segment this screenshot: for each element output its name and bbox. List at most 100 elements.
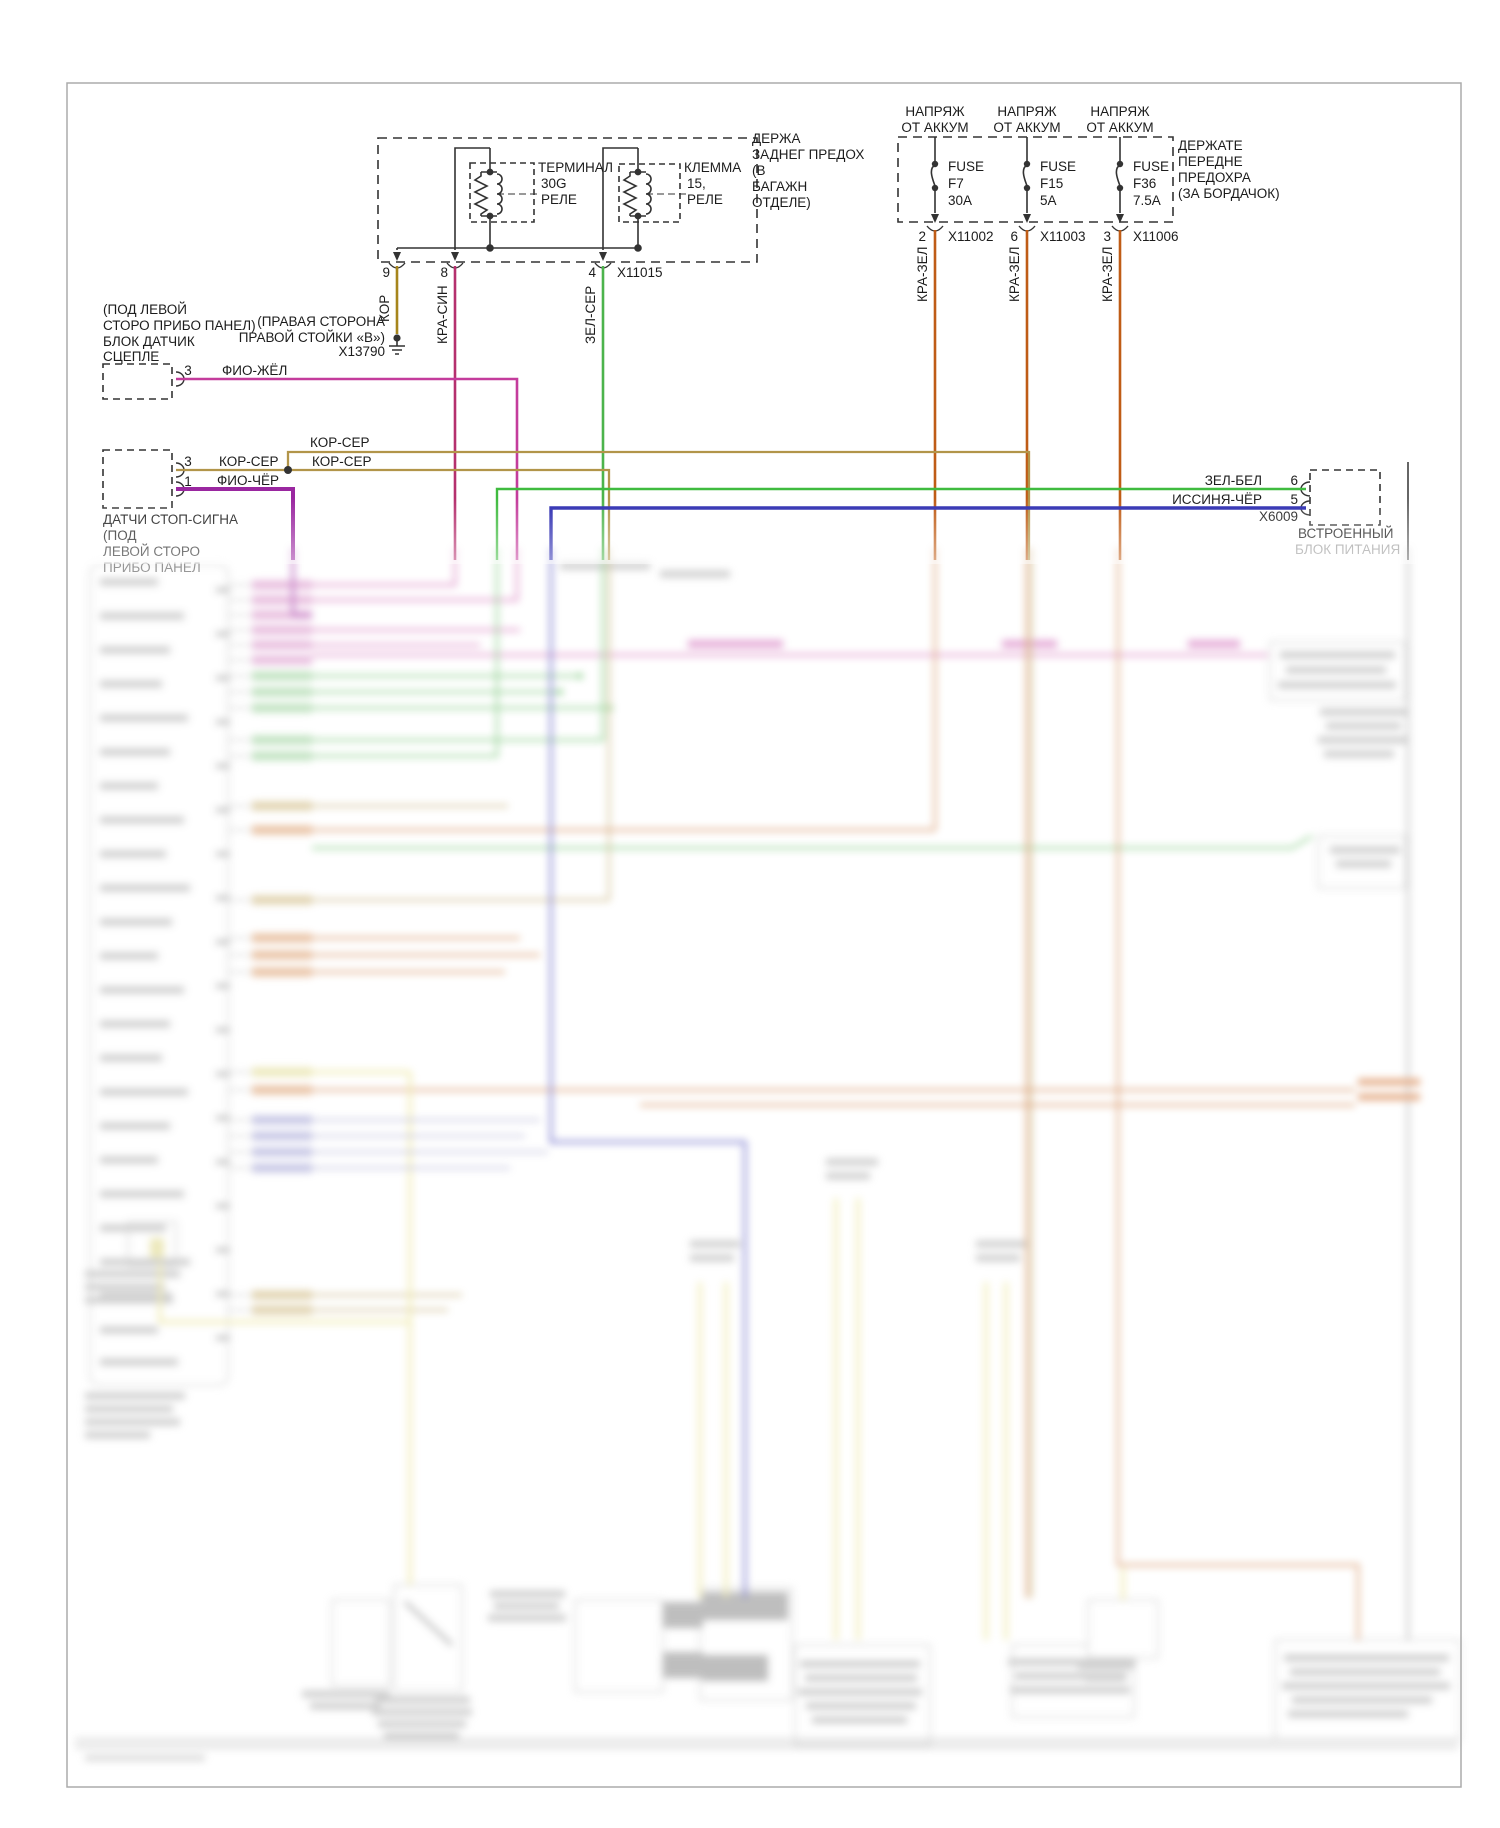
blur-chips [252, 580, 312, 1315]
svg-text:(ПОД: (ПОД [103, 528, 137, 543]
svg-text:БЛОК ДАТЧИК: БЛОК ДАТЧИК [103, 334, 195, 349]
svg-text:НАПРЯЖ: НАПРЯЖ [997, 104, 1057, 119]
power-pin-5: 5 [1290, 492, 1298, 507]
wire-label-kra-sin: КРА-СИН [435, 285, 450, 344]
clutch-sensor-block: (ПОД ЛЕВОЙ СТОРО ПРИБО ПАНЕЛ) БЛОК ДАТЧИ… [102, 302, 287, 400]
wire-label-fio-zhel: ФИО-ЖЁЛ [222, 363, 287, 378]
pin-4: 4 [588, 265, 596, 280]
clutch-pin-3: 3 [184, 363, 192, 378]
wires-kra-zel [933, 230, 1122, 560]
wire-label-kor-ser-2: КОР-СЕР [312, 454, 371, 469]
relay-assembly [377, 137, 758, 269]
stop-pin-3: 3 [184, 454, 192, 469]
ground-symbol [389, 338, 405, 355]
relay1-dashed-box [469, 162, 535, 223]
connector-x11015: X11015 [617, 265, 663, 280]
blur-dark-connectors [150, 1238, 788, 1681]
rear-holder-label: ДЕРЖА [752, 131, 800, 146]
fuse-arrow [931, 214, 939, 223]
svg-text:ОТ АККУМ: ОТ АККУМ [1086, 120, 1153, 135]
connector-x11003: X11003 [1040, 229, 1086, 244]
svg-text:F36: F36 [1133, 176, 1156, 191]
relay-assembly-dashed-box [377, 137, 758, 263]
svg-text:СЦЕПЛЕ: СЦЕПЛЕ [103, 349, 159, 364]
svg-text:15,: 15, [687, 176, 706, 191]
relay1-resistor [473, 172, 489, 216]
rotated-wire-labels: КРА-СИН ЗЕЛ-СЕР КРА-ЗЕЛ КРА-ЗЕЛ КРА-ЗЕЛ [435, 247, 1115, 344]
kor-ser-junction-dot [284, 466, 292, 474]
fuse-panel-dashed-box [897, 136, 1174, 223]
blur-lines-gray [75, 548, 1458, 1749]
wire-label-kor-ser-1: КОР-СЕР [219, 454, 278, 469]
ground-id: X13790 [338, 344, 385, 359]
relay2-dashed-box [618, 163, 681, 223]
relay2-label: КЛЕММА [684, 160, 741, 175]
fuse-panel: НАПРЯЖ ОТ АККУМ НАПРЯЖ ОТ АККУМ НАПРЯЖ О… [897, 104, 1280, 244]
clutch-sensor-dashed-box [102, 363, 173, 400]
wires [176, 230, 1409, 560]
svg-text:30G: 30G [541, 176, 567, 191]
fuse-f15: FUSE [1040, 159, 1076, 174]
power-module-dashed-box [1309, 469, 1381, 526]
svg-text:БЛОК ПИТАНИЯ: БЛОК ПИТАНИЯ [1295, 542, 1400, 557]
svg-text:(ЗА БОРДАЧОК): (ЗА БОРДАЧОК) [1178, 186, 1280, 201]
relay2-resistor [622, 172, 638, 216]
fuse-f36: FUSE [1133, 159, 1169, 174]
svg-text:ПЕРЕДНЕ: ПЕРЕДНЕ [1178, 154, 1243, 169]
blur-colored-label-bars [688, 640, 1420, 1101]
svg-text:3: 3 [1103, 229, 1111, 244]
relay-pin-arrows [393, 252, 607, 261]
wire-label-kra-zel-1: КРА-ЗЕЛ [915, 247, 930, 302]
power-module-label: ВСТРОЕННЫЙ [1298, 526, 1393, 541]
connector-x6009: X6009 [1259, 509, 1298, 524]
svg-text:ПРИБО ПАНЕЛ: ПРИБО ПАНЕЛ [103, 560, 201, 575]
stop-pin-1: 1 [184, 474, 192, 489]
relay-pin-sockets [388, 262, 612, 269]
connector-x11006: X11006 [1133, 229, 1179, 244]
pin-8: 8 [440, 265, 448, 280]
svg-text:ОТ АККУМ: ОТ АККУМ [901, 120, 968, 135]
svg-text:7.5A: 7.5A [1133, 193, 1161, 208]
clutch-sensor-label: (ПОД ЛЕВОЙ [103, 302, 187, 317]
svg-text:6: 6 [1010, 229, 1018, 244]
relay-assembly-texts: ТЕРМИНАЛ 30G РЕЛЕ КЛЕММА 15, РЕЛЕ ДЕРЖА … [382, 131, 864, 280]
supply-label: НАПРЯЖ [905, 104, 965, 119]
wire-label-kra-zel-2: КРА-ЗЕЛ [1007, 247, 1022, 302]
svg-text:5A: 5A [1040, 193, 1057, 208]
svg-text:ЛЕВОЙ СТОРО: ЛЕВОЙ СТОРО [103, 544, 200, 559]
page-border [66, 82, 1462, 1788]
ground-point-x13790: (ПРАВАЯ СТОРОНА ПРАВОЙ СТОЙКИ «В») X1379… [239, 295, 405, 359]
front-holder-label: ДЕРЖАТЕ [1178, 138, 1243, 153]
wire-label-zel-bel: ЗЕЛ-БЕЛ [1205, 473, 1262, 488]
wire-label-kor: КОР [377, 295, 392, 322]
svg-text:ОТ АККУМ: ОТ АККУМ [993, 120, 1060, 135]
svg-text:НАПРЯЖ: НАПРЯЖ [1090, 104, 1150, 119]
svg-text:ПРЕДОХРА: ПРЕДОХРА [1178, 170, 1251, 185]
wire-label-zel-ser: ЗЕЛ-СЕР [583, 286, 598, 344]
wire-label-issinya-chyor: ИССИНЯ-ЧЁР [1172, 492, 1262, 507]
svg-text:F15: F15 [1040, 176, 1063, 191]
wire-label-kor-ser-branch: КОР-СЕР [310, 435, 369, 450]
svg-text:F7: F7 [948, 176, 964, 191]
fuse-panel-texts: НАПРЯЖ ОТ АККУМ НАПРЯЖ ОТ АККУМ НАПРЯЖ О… [901, 104, 1279, 244]
stop-sensor-dashed-box [102, 449, 173, 509]
svg-text:2: 2 [918, 229, 926, 244]
svg-text:ПРАВОЙ СТОЙКИ «В»): ПРАВОЙ СТОЙКИ «В») [239, 330, 385, 345]
svg-text:РЕЛЕ: РЕЛЕ [687, 192, 723, 207]
fuse-f7: FUSE [948, 159, 984, 174]
svg-text:БАГАЖН: БАГАЖН [752, 179, 807, 194]
power-module-x6009: ЗЕЛ-БЕЛ 6 ИССИНЯ-ЧЁР 5 X6009 ВСТРОЕННЫЙ … [1172, 469, 1400, 557]
wire-label-kra-zel-3: КРА-ЗЕЛ [1100, 247, 1115, 302]
stop-signal-sensor: 3 1 КОР-СЕР КОР-СЕР КОР-СЕР ФИО-ЧЁР ДАТЧ… [102, 435, 371, 575]
svg-text:(В: (В [752, 163, 766, 178]
svg-text:РЕЛЕ: РЕЛЕ [541, 192, 577, 207]
stop-sensor-pin-sockets [175, 462, 185, 497]
svg-text:СТОРО ПРИБО ПАНЕЛ): СТОРО ПРИБО ПАНЕЛ) [103, 318, 256, 333]
wire-issinya-chyor [549, 506, 1306, 560]
ecu-box [89, 564, 229, 1386]
svg-text:30A: 30A [948, 193, 972, 208]
blur-wires [158, 548, 1360, 1640]
power-pin-6: 6 [1290, 473, 1298, 488]
